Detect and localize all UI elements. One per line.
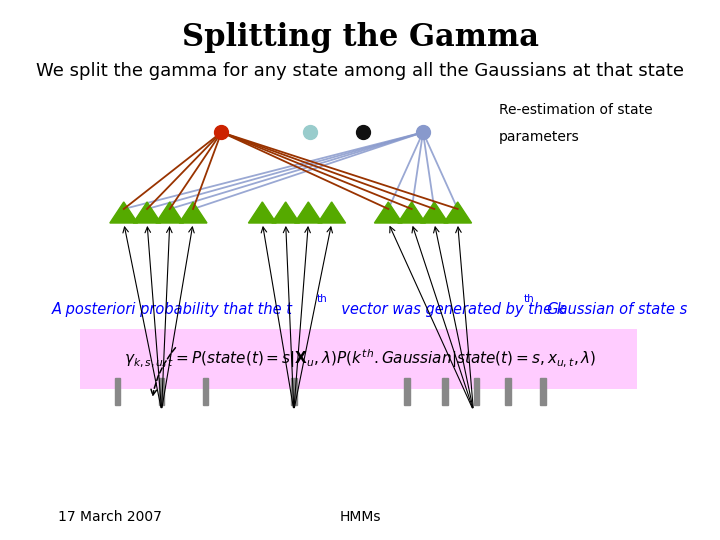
Text: Gaussian of state s: Gaussian of state s <box>538 302 687 318</box>
Polygon shape <box>156 202 184 223</box>
Polygon shape <box>248 202 276 223</box>
Bar <box>114 378 120 405</box>
Polygon shape <box>444 202 472 223</box>
Bar <box>291 378 297 405</box>
Text: $\gamma_{k,s,u,t} = P(state(t) = s|\mathbf{X}_u, \lambda)P(k^{th}.Gaussian|state: $\gamma_{k,s,u,t} = P(state(t) = s|\math… <box>124 348 596 370</box>
Text: 17 March 2007: 17 March 2007 <box>58 510 161 524</box>
Text: vector was generated by the k: vector was generated by the k <box>332 302 565 318</box>
FancyBboxPatch shape <box>80 329 637 389</box>
Bar <box>158 378 164 405</box>
Bar <box>540 378 546 405</box>
Polygon shape <box>374 202 402 223</box>
Text: A posteriori probability that the t: A posteriori probability that the t <box>51 302 292 318</box>
Text: Splitting the Gamma: Splitting the Gamma <box>181 22 539 52</box>
Polygon shape <box>294 202 323 223</box>
Bar <box>474 378 480 405</box>
Bar <box>203 378 209 405</box>
Text: th: th <box>523 294 534 305</box>
Text: th: th <box>318 294 328 305</box>
Bar <box>442 378 448 405</box>
Bar <box>505 378 511 405</box>
Polygon shape <box>133 202 161 223</box>
Polygon shape <box>110 202 138 223</box>
Bar <box>405 378 410 405</box>
Text: HMMs: HMMs <box>339 510 381 524</box>
Polygon shape <box>397 202 426 223</box>
Polygon shape <box>271 202 300 223</box>
Text: We split the gamma for any state among all the Gaussians at that state: We split the gamma for any state among a… <box>36 62 684 80</box>
Polygon shape <box>318 202 346 223</box>
Text: Re-estimation of state: Re-estimation of state <box>498 103 652 117</box>
Polygon shape <box>420 202 449 223</box>
Text: parameters: parameters <box>498 130 580 144</box>
Polygon shape <box>179 202 207 223</box>
